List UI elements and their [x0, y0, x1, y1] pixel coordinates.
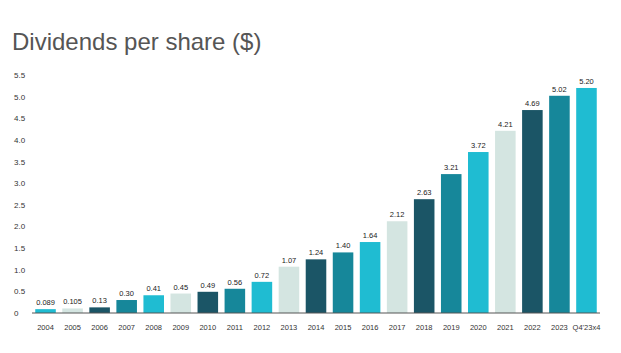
y-tick [29, 183, 31, 184]
y-tick [29, 313, 31, 314]
data-label: 0.41 [146, 284, 161, 293]
y-tick [29, 161, 31, 162]
data-label: 0.72 [255, 271, 270, 280]
x-axis-line [32, 313, 600, 314]
data-label: 1.07 [282, 256, 297, 265]
bar [549, 96, 570, 313]
bar [468, 152, 489, 313]
bars [35, 88, 597, 313]
y-tick [29, 291, 31, 292]
x-tick-label: 2018 [416, 323, 433, 332]
data-label: 4.69 [525, 99, 540, 108]
y-tick-label: 3.0 [14, 179, 26, 188]
y-tick [29, 226, 31, 227]
bar [198, 292, 219, 313]
y-tick [29, 96, 31, 97]
x-tick-label: 2012 [254, 323, 271, 332]
bar [170, 294, 191, 313]
x-tick-label: 2011 [227, 323, 243, 332]
x-tick-label: 2019 [443, 323, 460, 332]
x-tick-label: 2023 [551, 323, 568, 332]
x-tick-label: 2005 [64, 323, 81, 332]
bar [252, 282, 273, 313]
y-tick-label: 4.0 [14, 136, 26, 145]
bar [116, 300, 137, 313]
title: Dividends per share ($) [12, 28, 261, 55]
x-tick-label: 2021 [497, 323, 514, 332]
x-tick-label: 2015 [335, 323, 352, 332]
bar [441, 174, 462, 313]
y-tick [29, 248, 31, 249]
y-tick [29, 269, 31, 270]
bar [387, 221, 408, 313]
y-tick-label: 4.5 [14, 114, 26, 123]
y-tick [29, 139, 31, 140]
bar [576, 88, 597, 313]
bar [333, 252, 354, 313]
y-tick [29, 118, 31, 119]
bar [62, 308, 83, 313]
y-tick [29, 75, 31, 76]
x-tick-label: 2013 [281, 323, 298, 332]
bar [522, 110, 543, 313]
x-tick-label: 2010 [199, 323, 216, 332]
x-tick-label: 2008 [145, 323, 162, 332]
x-tick-label: 2007 [118, 323, 135, 332]
y-tick-label: 1.0 [14, 266, 26, 275]
data-label: 0.30 [119, 289, 134, 298]
bar [414, 199, 435, 313]
x-tick-label: 2022 [524, 323, 541, 332]
data-label: 4.21 [498, 120, 513, 129]
y-tick-label: 3.5 [14, 158, 26, 167]
x-tick-label: 2020 [470, 323, 487, 332]
bar [360, 242, 381, 313]
data-label: 1.40 [336, 241, 351, 250]
y-tick-label: 1.5 [14, 244, 26, 253]
bar [279, 267, 300, 313]
y-tick-label: 2.0 [14, 222, 26, 231]
bar [89, 307, 110, 313]
y-tick-label: 5.0 [14, 93, 26, 102]
data-label: 2.12 [390, 210, 405, 219]
x-tick-label: 2017 [389, 323, 406, 332]
data-label: 5.20 [579, 77, 594, 86]
bar [225, 289, 246, 313]
bar [495, 131, 516, 313]
data-label: 0.45 [173, 283, 188, 292]
y-tick [29, 204, 31, 205]
y-tick-label: 2.5 [14, 201, 26, 210]
data-label: 3.21 [444, 163, 459, 172]
x-tick-label: 2006 [91, 323, 108, 332]
data-label: 2.63 [417, 188, 432, 197]
data-label: 3.72 [471, 141, 486, 150]
data-label: 0.49 [201, 281, 216, 290]
x-tick-label: 2004 [37, 323, 54, 332]
bar [306, 259, 327, 313]
data-label: 0.089 [36, 298, 55, 307]
chart: Dividends per share ($) 0 0.5 1.0 1.5 2.0 2.5 3… [0, 0, 621, 353]
data-label: 1.24 [309, 248, 324, 257]
x-tick-label: Q4'23x4 [573, 323, 601, 332]
x-tick-label: 2016 [362, 323, 379, 332]
y-tick-label: 0.5 [14, 287, 26, 296]
data-label: 0.56 [228, 278, 243, 287]
x-tick-label: 2009 [172, 323, 189, 332]
data-label: 5.02 [552, 85, 567, 94]
bar [35, 309, 56, 313]
y-tick-label: 0 [14, 309, 19, 318]
data-label: 1.64 [363, 231, 378, 240]
data-label: 0.13 [92, 296, 107, 305]
bar [143, 295, 164, 313]
x-tick-label: 2014 [308, 323, 325, 332]
data-label: 0.105 [63, 297, 82, 306]
y-tick-label: 5.5 [14, 71, 26, 80]
